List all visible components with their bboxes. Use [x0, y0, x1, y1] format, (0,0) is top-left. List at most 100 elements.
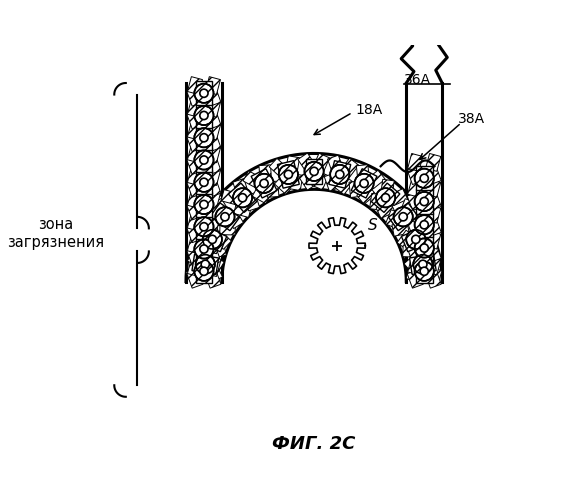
Bar	[416, 236, 433, 260]
Bar	[259, 165, 272, 181]
Bar	[404, 253, 423, 272]
Bar	[340, 158, 359, 177]
Bar	[205, 99, 221, 117]
Circle shape	[420, 174, 428, 183]
Bar	[186, 265, 205, 282]
Bar	[408, 257, 423, 275]
Circle shape	[221, 213, 229, 221]
Bar	[371, 183, 400, 213]
Bar	[213, 231, 231, 250]
Bar	[187, 156, 203, 174]
Bar	[187, 122, 202, 140]
Bar	[205, 191, 221, 208]
Circle shape	[254, 174, 274, 193]
Bar	[252, 186, 272, 204]
Bar	[388, 203, 418, 231]
Bar	[228, 183, 257, 213]
Bar	[425, 218, 441, 237]
Text: 18A: 18A	[355, 103, 382, 117]
Bar	[407, 270, 423, 288]
Bar	[251, 169, 277, 198]
Bar	[335, 175, 354, 195]
Circle shape	[200, 245, 208, 253]
Circle shape	[194, 150, 214, 170]
Bar	[205, 254, 224, 272]
Bar	[386, 210, 402, 228]
Bar	[407, 218, 423, 237]
Circle shape	[419, 260, 427, 268]
Circle shape	[238, 194, 246, 202]
Circle shape	[200, 89, 208, 97]
Bar	[205, 202, 221, 220]
Circle shape	[233, 188, 252, 208]
Circle shape	[194, 217, 214, 237]
Bar	[187, 236, 202, 254]
Bar	[187, 213, 202, 231]
Bar	[376, 202, 395, 219]
Text: ФИГ. 2С: ФИГ. 2С	[272, 435, 356, 453]
Bar	[306, 159, 323, 184]
Text: S: S	[368, 218, 378, 233]
Circle shape	[420, 267, 428, 275]
Bar	[205, 214, 220, 226]
Bar	[195, 170, 212, 195]
Circle shape	[200, 156, 208, 164]
Circle shape	[420, 198, 428, 206]
Circle shape	[415, 169, 434, 188]
Bar	[192, 254, 219, 274]
Text: 38A: 38A	[457, 112, 485, 126]
Bar	[356, 165, 370, 181]
Bar	[403, 245, 418, 257]
Bar	[205, 88, 221, 106]
Bar	[195, 126, 212, 150]
Circle shape	[200, 223, 208, 231]
Circle shape	[203, 230, 222, 249]
Bar	[196, 223, 215, 242]
Bar	[266, 181, 279, 197]
Bar	[426, 180, 441, 197]
Bar	[380, 179, 394, 196]
Circle shape	[415, 215, 434, 235]
Bar	[205, 156, 221, 174]
Circle shape	[194, 261, 214, 281]
Bar	[233, 179, 249, 197]
Bar	[286, 156, 300, 173]
Circle shape	[208, 235, 217, 244]
Bar	[192, 239, 209, 253]
Bar	[198, 227, 227, 251]
Bar	[402, 227, 430, 251]
Bar	[324, 173, 340, 191]
Circle shape	[420, 221, 428, 229]
Bar	[195, 259, 212, 283]
Bar	[399, 199, 416, 217]
Circle shape	[420, 244, 428, 252]
Bar	[187, 145, 202, 163]
Bar	[416, 213, 433, 237]
Bar	[298, 153, 316, 172]
Circle shape	[406, 230, 425, 249]
Bar	[426, 257, 441, 275]
Bar	[187, 251, 206, 268]
Text: зона
загрязнения: зона загрязнения	[7, 217, 104, 250]
Circle shape	[200, 111, 208, 120]
Bar	[414, 223, 432, 242]
Bar	[274, 176, 293, 194]
Bar	[289, 174, 303, 191]
Circle shape	[394, 207, 413, 227]
Bar	[205, 213, 221, 231]
Bar	[349, 181, 362, 198]
Bar	[277, 161, 299, 188]
Bar	[187, 258, 202, 276]
Circle shape	[360, 179, 368, 188]
Bar	[416, 166, 433, 191]
Circle shape	[399, 213, 407, 221]
Bar	[187, 133, 203, 152]
Bar	[416, 189, 433, 214]
Bar	[407, 192, 423, 211]
Bar	[406, 267, 424, 283]
Bar	[205, 77, 221, 94]
Bar	[425, 244, 441, 262]
Bar	[366, 170, 385, 189]
Bar	[187, 179, 203, 197]
Bar	[195, 215, 212, 239]
